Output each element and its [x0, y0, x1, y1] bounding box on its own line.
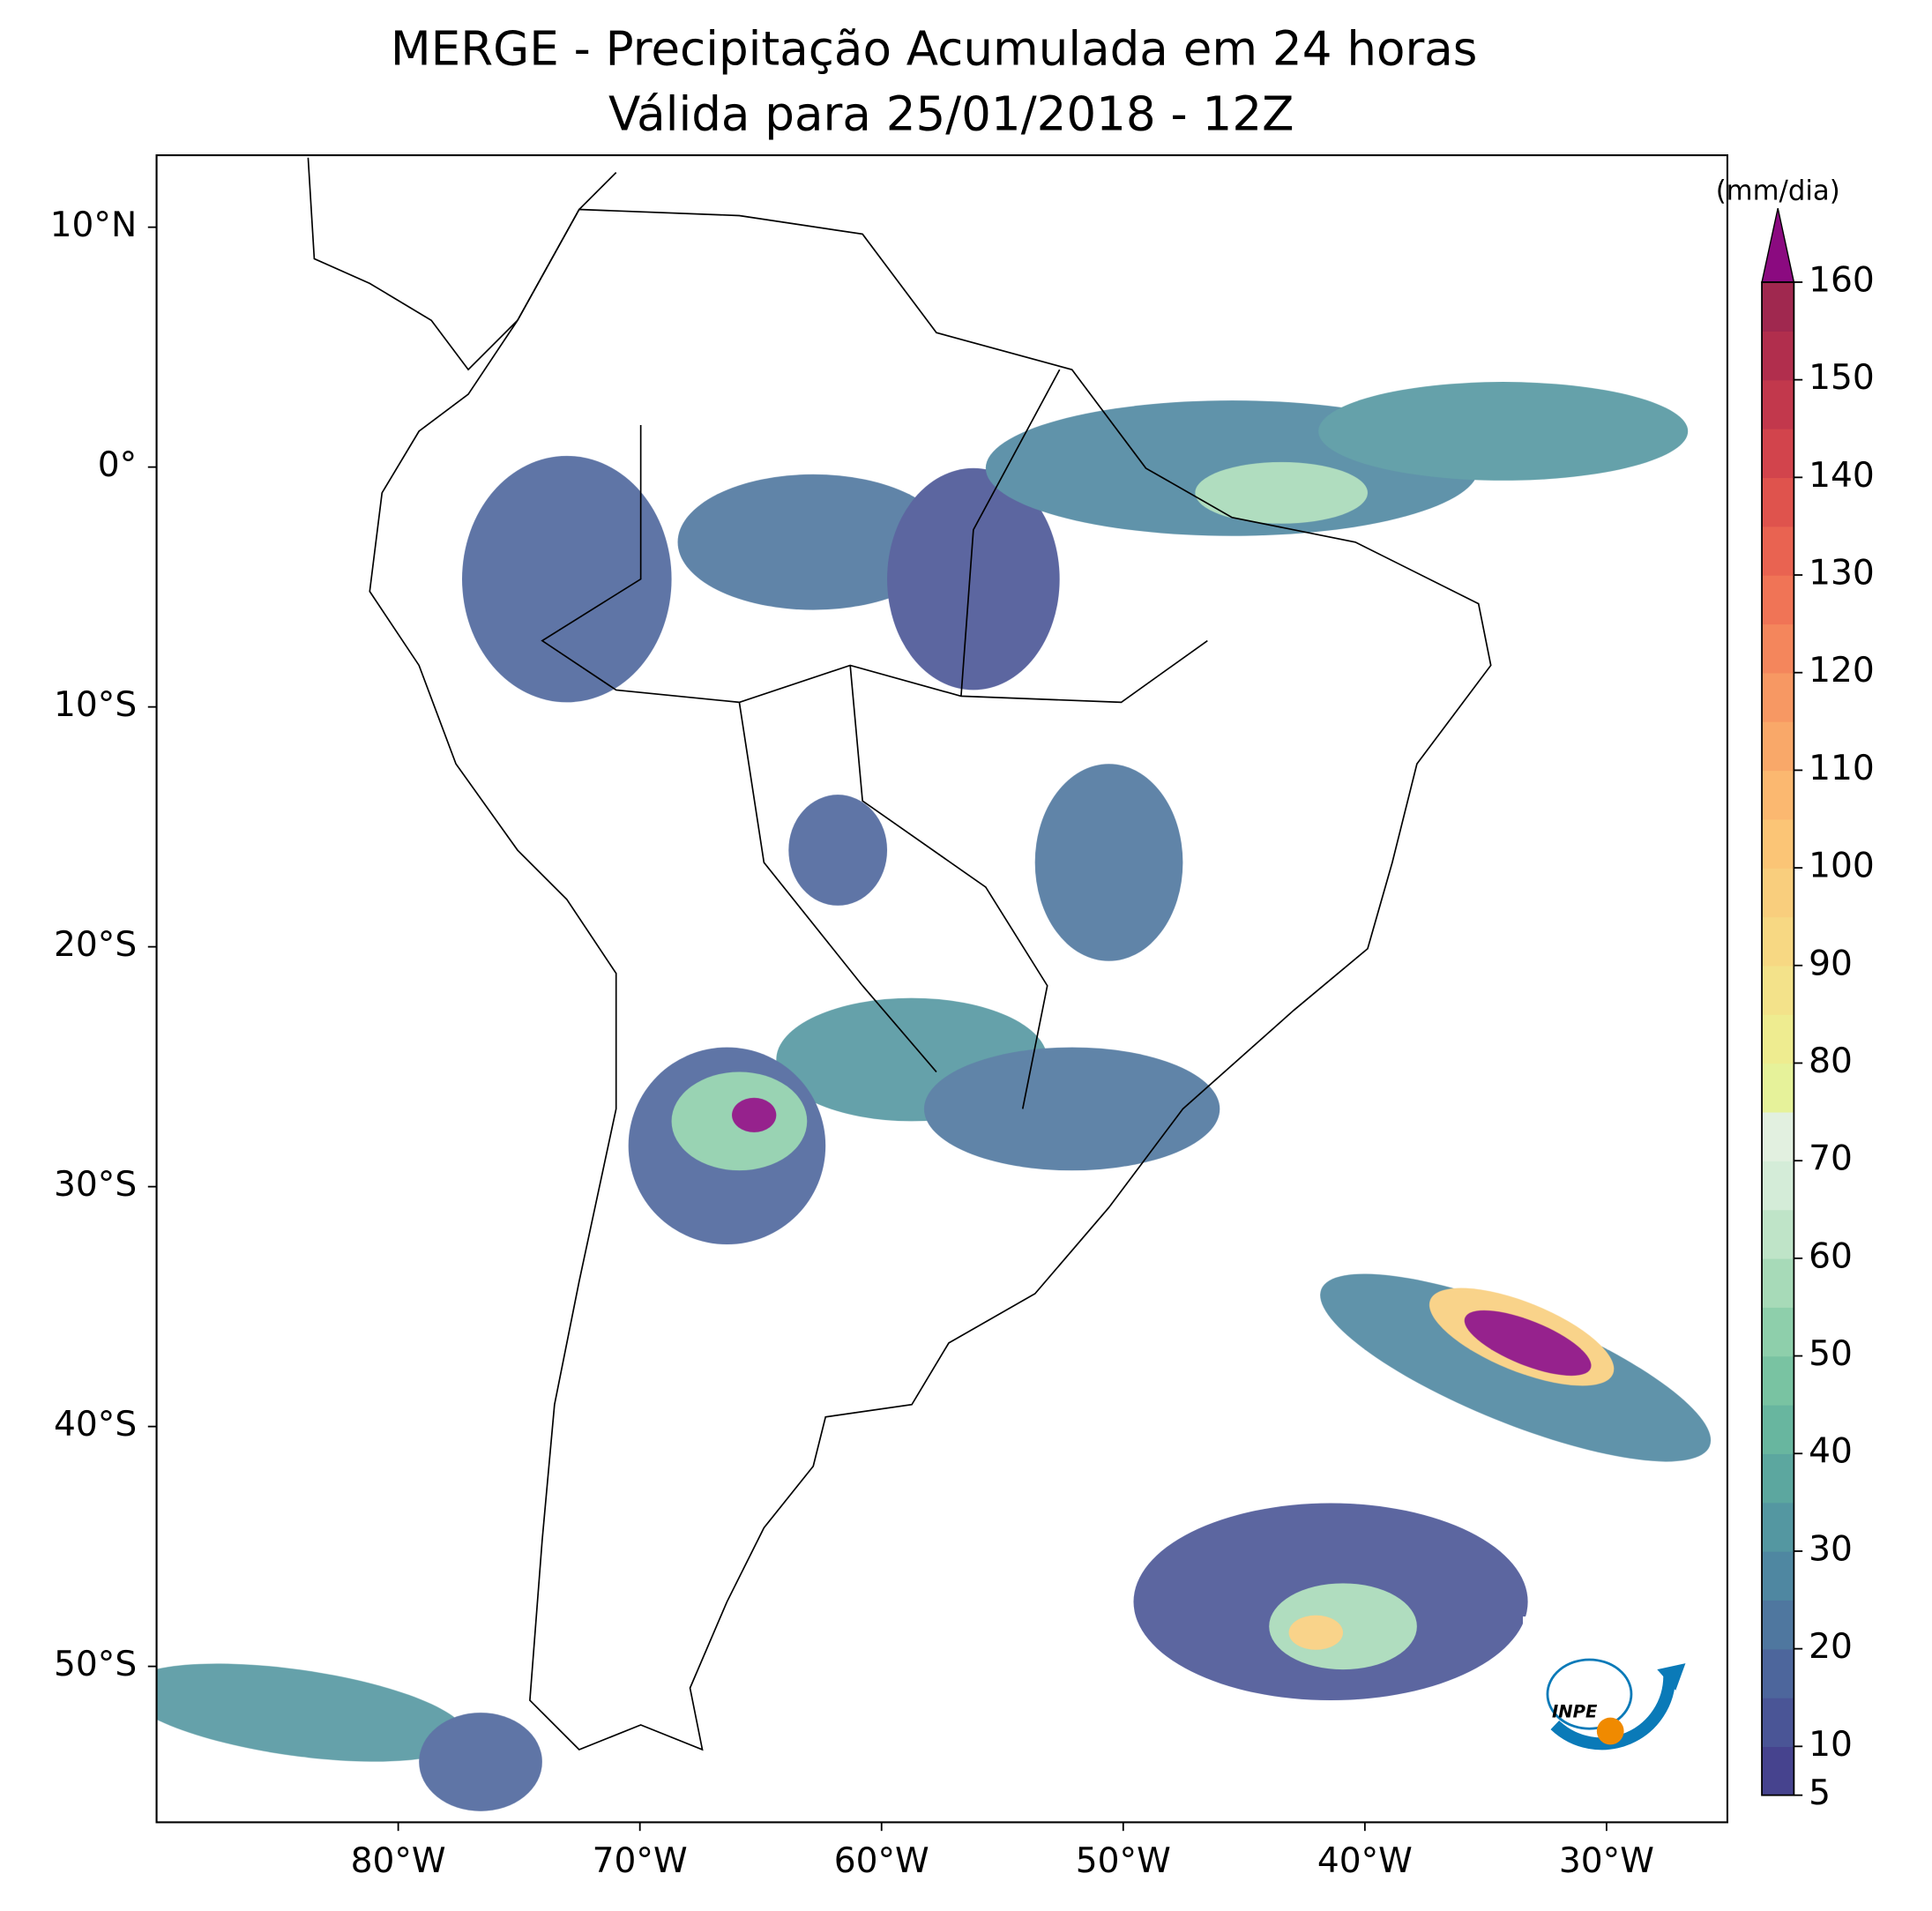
inpe-logo: INPE	[1523, 1616, 1708, 1777]
colorbar-band	[1762, 1014, 1794, 1064]
colorbar-band	[1762, 477, 1794, 527]
colorbar-tick-label: 150	[1809, 358, 1875, 398]
colorbar-band	[1762, 331, 1794, 381]
precipitation-field	[156, 382, 1712, 1811]
colorbar-tick-label: 90	[1809, 944, 1853, 983]
colorbar-band	[1762, 1502, 1794, 1552]
colorbar-band	[1762, 1063, 1794, 1113]
colorbar-band	[1762, 1161, 1794, 1211]
colorbar-extend	[1761, 207, 1795, 283]
colorbar-band	[1762, 1355, 1794, 1406]
colorbar-band	[1762, 1404, 1794, 1454]
colorbar-band	[1762, 1648, 1794, 1698]
colorbar-band	[1762, 868, 1794, 918]
y-tick-label: 10°S	[54, 685, 137, 725]
colorbar-tick-label: 140	[1809, 456, 1875, 496]
map-title: MERGE - Precipitação Acumulada em 24 hor…	[391, 21, 1478, 76]
colorbar-band	[1762, 965, 1794, 1015]
colorbar-tick-label: 40	[1809, 1432, 1853, 1472]
x-tick-label: 40°W	[1317, 1841, 1413, 1881]
colorbar-tick-label: 30	[1809, 1529, 1853, 1569]
colorbar-band	[1762, 379, 1794, 429]
colorbar-tick-label: 50	[1809, 1334, 1853, 1374]
map-frame	[155, 153, 1728, 1824]
y-tick-label: 20°S	[54, 925, 137, 965]
colorbar-tick-label: 120	[1809, 651, 1875, 690]
colorbar-band	[1762, 1111, 1794, 1161]
colorbar-tick-label: 100	[1809, 847, 1875, 886]
colorbar-tick-label: 110	[1809, 749, 1875, 788]
y-tick-label: 50°S	[54, 1645, 137, 1684]
colorbar-frame	[1761, 281, 1795, 1796]
colorbar-tick-label: 20	[1809, 1627, 1853, 1667]
colorbar-band	[1762, 672, 1794, 722]
colorbar-tick-label: 130	[1809, 554, 1875, 593]
colorbar-band	[1762, 1258, 1794, 1308]
colorbar-band	[1762, 428, 1794, 479]
colorbar-band	[1762, 1209, 1794, 1259]
colorbar-tick-label: 5	[1809, 1773, 1831, 1813]
colorbar-band	[1762, 526, 1794, 576]
y-tick-label: 40°S	[54, 1405, 137, 1444]
colorbar-band	[1762, 1600, 1794, 1650]
colorbar-unit: (mm/dia)	[1716, 175, 1840, 206]
colorbar-band	[1762, 1550, 1794, 1601]
colorbar-band	[1762, 818, 1794, 869]
colorbar-band	[1762, 281, 1794, 332]
y-tick-label: 30°S	[54, 1165, 137, 1205]
colorbar-tick-label: 160	[1809, 260, 1875, 300]
colorbar-tick-label: 80	[1809, 1041, 1853, 1081]
colorbar-band	[1762, 1697, 1794, 1748]
y-tick-label: 10°N	[50, 205, 138, 245]
colorbar-band	[1762, 575, 1794, 625]
colorbar-tick-label: 60	[1809, 1236, 1853, 1276]
colorbar-band	[1762, 1307, 1794, 1357]
y-tick-label: 0°	[98, 445, 137, 485]
colorbar-tick-label: 10	[1809, 1725, 1853, 1765]
x-tick-label: 30°W	[1559, 1841, 1654, 1881]
colorbar-band	[1762, 1746, 1794, 1796]
x-tick-label: 80°W	[351, 1841, 446, 1881]
x-tick-label: 60°W	[834, 1841, 929, 1881]
logo-text: INPE	[1552, 1702, 1598, 1722]
colorbar-band	[1762, 1453, 1794, 1504]
colorbar-tick-label: 70	[1809, 1139, 1853, 1179]
colorbar-band	[1762, 916, 1794, 967]
x-tick-label: 70°W	[593, 1841, 688, 1881]
colorbar-band	[1762, 770, 1794, 820]
map-subtitle: Válida para 25/01/2018 - 12Z	[608, 86, 1294, 141]
coastlines	[307, 157, 1492, 1751]
colorbar-band	[1762, 623, 1794, 674]
x-tick-label: 50°W	[1076, 1841, 1171, 1881]
colorbar-band	[1762, 721, 1794, 772]
